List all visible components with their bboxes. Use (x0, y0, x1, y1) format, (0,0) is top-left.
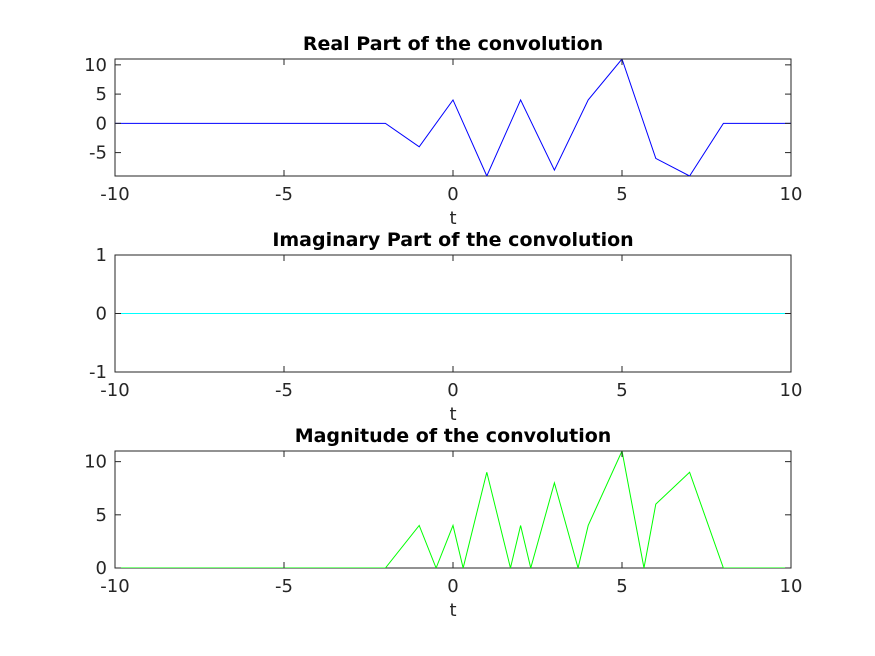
chart-title: Imaginary Part of the convolution (272, 229, 633, 251)
x-axis-label: t (449, 404, 456, 425)
series-line (115, 59, 791, 176)
x-tick-label: 0 (447, 184, 458, 205)
series-line (115, 451, 791, 568)
y-tick-label: 0 (96, 558, 107, 579)
x-tick-label: -10 (100, 576, 129, 597)
subplot-3: -10 -5 0 5 10 0 5 10 Magnitude of the convolutio… (84, 425, 802, 621)
y-tick-label: 5 (96, 505, 107, 526)
x-tick-label: 10 (780, 380, 803, 401)
x-tick-label: 5 (616, 576, 627, 597)
x-axis-label: t (449, 208, 456, 229)
chart-title: Magnitude of the convolution (295, 425, 612, 447)
x-tick-label: 10 (780, 576, 803, 597)
x-tick-label: 0 (447, 576, 458, 597)
x-tick-label: 5 (616, 184, 627, 205)
y-tick-label: 0 (96, 113, 107, 134)
x-tick-label: 5 (616, 380, 627, 401)
x-axis-label: t (449, 600, 456, 621)
x-tick-label: 0 (447, 380, 458, 401)
x-tick-label: -10 (100, 380, 129, 401)
y-tick-label: 0 (96, 304, 107, 325)
plot-area-frame (114, 58, 792, 177)
y-tick-label: 5 (96, 84, 107, 105)
plot-area-frame (114, 450, 792, 569)
x-tick-label: -10 (100, 184, 129, 205)
chart-title: Real Part of the convolution (303, 33, 603, 55)
subplot-1: -10 -5 0 5 10 -5 0 5 10 Real Part of the convolut… (84, 33, 802, 229)
y-tick-label: 10 (84, 452, 107, 473)
y-tick-label: 1 (96, 245, 107, 266)
y-tick-label: -5 (89, 143, 107, 164)
x-tick-label: -5 (275, 380, 293, 401)
x-tick-label: -5 (275, 576, 293, 597)
y-tick-label: -1 (89, 362, 107, 383)
x-tick-label: 10 (780, 184, 803, 205)
x-tick-label: -5 (275, 184, 293, 205)
y-tick-label: 10 (84, 55, 107, 76)
